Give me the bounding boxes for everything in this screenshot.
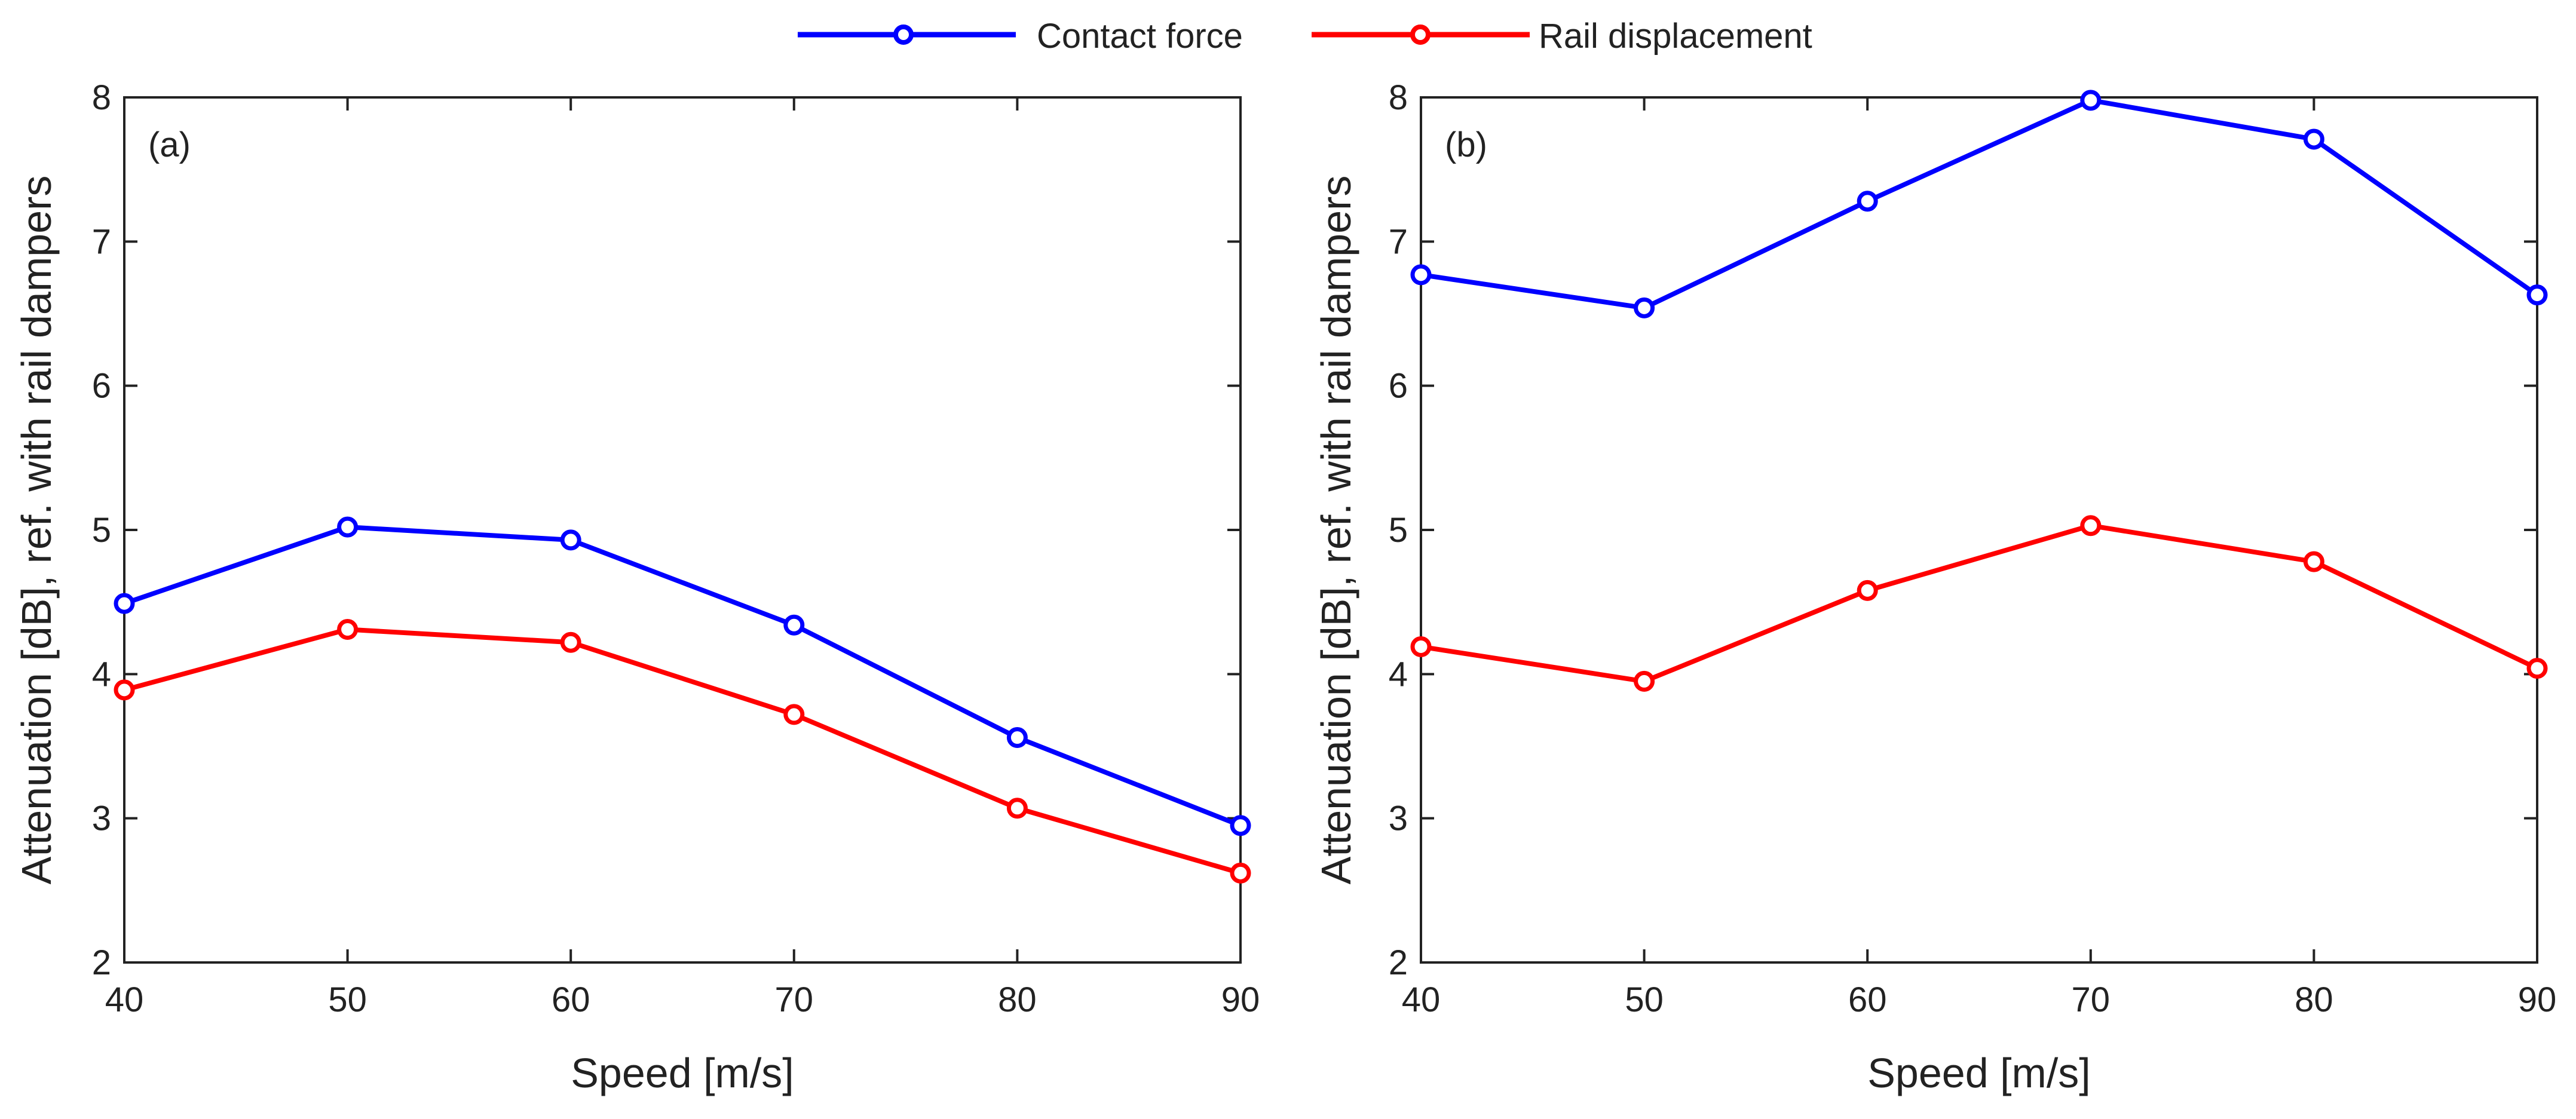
data-point-rail-displacement xyxy=(2080,515,2102,536)
x-tick-label: 50 xyxy=(1625,980,1664,1019)
y-tick-label: 5 xyxy=(92,511,111,550)
series-line-rail-displacement xyxy=(123,627,1242,876)
data-point-contact-force xyxy=(1230,815,1251,836)
data-point-rail-displacement xyxy=(1410,636,1432,657)
y-tick-label: 4 xyxy=(92,655,111,694)
chart-panel-b: 2 3 4 5 6 7 8 40 50 60 70 80 90 (b) Speed [m/s] Att… xyxy=(1313,78,2556,1096)
plot-frame xyxy=(123,96,1242,964)
y-tick-label: 8 xyxy=(1389,78,1408,117)
x-axis-label: Speed [m/s] xyxy=(571,1050,794,1096)
data-point-contact-force xyxy=(2080,90,2102,111)
y-axis-label: Attenuation [dB], ref. with rail dampers xyxy=(13,176,60,885)
plot-frame xyxy=(1420,96,2538,964)
x-tick-label: 50 xyxy=(328,980,367,1019)
x-tick-label: 60 xyxy=(552,980,590,1019)
y-axis-ticks: 2 3 4 5 6 7 8 xyxy=(92,78,1240,982)
x-tick-label: 80 xyxy=(998,980,1037,1019)
data-point-rail-displacement xyxy=(2526,658,2548,679)
x-axis-ticks: 40 50 60 70 80 90 xyxy=(1402,97,2557,1019)
y-axis-ticks: 2 3 4 5 6 7 8 xyxy=(1389,78,2537,982)
data-point-rail-displacement xyxy=(783,704,805,725)
data-point-contact-force xyxy=(337,516,359,538)
data-point-contact-force xyxy=(1410,264,1432,286)
y-tick-label: 3 xyxy=(92,799,111,838)
series-line-rail-displacement xyxy=(1420,523,2538,684)
data-point-rail-displacement xyxy=(1006,798,1028,819)
panel-label: (b) xyxy=(1445,125,1487,164)
series-line-contact-force xyxy=(1420,97,2539,311)
x-tick-label: 60 xyxy=(1848,980,1887,1019)
y-axis-label: Attenuation [dB], ref. with rail dampers xyxy=(1313,176,1359,885)
data-point-contact-force xyxy=(114,593,135,614)
x-tick-label: 40 xyxy=(1402,980,1441,1019)
data-point-rail-displacement xyxy=(1634,670,1655,692)
series-layer xyxy=(114,516,1251,884)
series-layer xyxy=(1410,90,2548,692)
legend: Contact force Rail displacement xyxy=(798,17,1812,56)
y-tick-label: 2 xyxy=(1389,943,1408,982)
y-tick-label: 2 xyxy=(92,943,111,982)
data-point-contact-force xyxy=(1634,297,1655,318)
data-point-rail-displacement xyxy=(1857,580,1878,601)
data-point-contact-force xyxy=(2526,284,2548,306)
x-axis-label: Speed [m/s] xyxy=(1867,1050,2091,1096)
y-tick-label: 7 xyxy=(92,222,111,261)
panel-label: (a) xyxy=(148,125,191,164)
y-tick-label: 5 xyxy=(1389,511,1408,550)
legend-entry-rail-displacement: Rail displacement xyxy=(1312,17,1812,56)
legend-entry-contact-force: Contact force xyxy=(798,17,1243,56)
data-point-rail-displacement xyxy=(114,679,135,701)
y-tick-label: 4 xyxy=(1389,655,1408,694)
x-tick-label: 40 xyxy=(105,980,144,1019)
y-tick-label: 8 xyxy=(92,78,111,117)
series-line-contact-force xyxy=(123,525,1242,828)
x-tick-label: 70 xyxy=(775,980,814,1019)
x-tick-label: 70 xyxy=(2072,980,2111,1019)
x-tick-label: 90 xyxy=(2518,980,2557,1019)
legend-marker-rail-displacement xyxy=(1410,24,1431,45)
data-point-rail-displacement xyxy=(1230,862,1251,884)
data-point-contact-force xyxy=(1006,727,1028,749)
y-tick-label: 7 xyxy=(1389,222,1408,261)
data-point-contact-force xyxy=(2303,128,2324,150)
legend-marker-contact-force xyxy=(893,24,914,45)
legend-label-contact-force: Contact force xyxy=(1037,17,1243,56)
chart-panel-a: 2 3 4 5 6 7 8 40 50 60 70 80 90 (a) Speed [m/s] Att… xyxy=(13,78,1260,1096)
x-tick-label: 90 xyxy=(1221,980,1260,1019)
data-point-contact-force xyxy=(783,614,805,636)
data-point-contact-force xyxy=(1857,191,1878,212)
y-tick-label: 6 xyxy=(1389,367,1408,406)
legend-label-rail-displacement: Rail displacement xyxy=(1539,17,1812,56)
y-tick-label: 6 xyxy=(92,367,111,406)
data-point-rail-displacement xyxy=(2303,551,2324,572)
y-tick-label: 3 xyxy=(1389,799,1408,838)
x-axis-ticks: 40 50 60 70 80 90 xyxy=(105,97,1260,1019)
x-tick-label: 80 xyxy=(2295,980,2333,1019)
data-point-rail-displacement xyxy=(337,619,359,640)
data-point-rail-displacement xyxy=(560,631,581,653)
data-point-contact-force xyxy=(560,529,581,551)
